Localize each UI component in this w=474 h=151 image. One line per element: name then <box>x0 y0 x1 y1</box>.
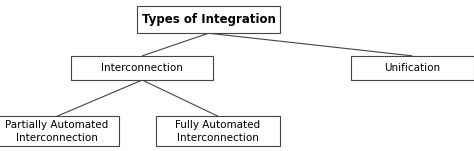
FancyBboxPatch shape <box>0 116 118 146</box>
FancyBboxPatch shape <box>137 6 280 33</box>
Text: Interconnection: Interconnection <box>101 63 183 73</box>
Text: Partially Automated
Interconnection: Partially Automated Interconnection <box>5 120 109 143</box>
FancyBboxPatch shape <box>351 56 474 80</box>
Text: Types of Integration: Types of Integration <box>142 13 275 26</box>
Text: Unification: Unification <box>384 63 440 73</box>
Text: Fully Automated
Interconnection: Fully Automated Interconnection <box>175 120 261 143</box>
FancyBboxPatch shape <box>156 116 280 146</box>
FancyBboxPatch shape <box>71 56 213 80</box>
